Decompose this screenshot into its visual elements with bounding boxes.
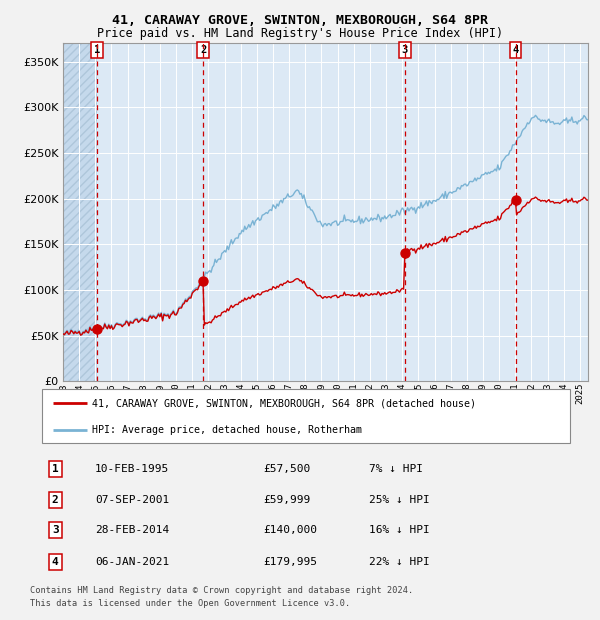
Bar <box>63 43 97 381</box>
Text: 2: 2 <box>52 495 59 505</box>
Text: Contains HM Land Registry data © Crown copyright and database right 2024.: Contains HM Land Registry data © Crown c… <box>30 587 413 595</box>
Text: 41, CARAWAY GROVE, SWINTON, MEXBOROUGH, S64 8PR (detached house): 41, CARAWAY GROVE, SWINTON, MEXBOROUGH, … <box>92 399 476 409</box>
Text: 4: 4 <box>52 557 59 567</box>
Text: Price paid vs. HM Land Registry's House Price Index (HPI): Price paid vs. HM Land Registry's House … <box>97 27 503 40</box>
Text: HPI: Average price, detached house, Rotherham: HPI: Average price, detached house, Roth… <box>92 425 362 435</box>
Text: 07-SEP-2001: 07-SEP-2001 <box>95 495 169 505</box>
Text: 3: 3 <box>401 45 408 55</box>
Text: £57,500: £57,500 <box>264 464 311 474</box>
Text: 22% ↓ HPI: 22% ↓ HPI <box>370 557 430 567</box>
Text: 16% ↓ HPI: 16% ↓ HPI <box>370 525 430 536</box>
Text: 1: 1 <box>52 464 59 474</box>
Text: 3: 3 <box>52 525 59 536</box>
Text: £59,999: £59,999 <box>264 495 311 505</box>
Text: £179,995: £179,995 <box>264 557 318 567</box>
Text: £140,000: £140,000 <box>264 525 318 536</box>
Text: 1: 1 <box>94 45 100 55</box>
Text: 10-FEB-1995: 10-FEB-1995 <box>95 464 169 474</box>
Text: 2: 2 <box>200 45 206 55</box>
Text: 4: 4 <box>512 45 519 55</box>
Text: 7% ↓ HPI: 7% ↓ HPI <box>370 464 424 474</box>
Text: 28-FEB-2014: 28-FEB-2014 <box>95 525 169 536</box>
Text: 41, CARAWAY GROVE, SWINTON, MEXBOROUGH, S64 8PR: 41, CARAWAY GROVE, SWINTON, MEXBOROUGH, … <box>112 14 488 27</box>
Text: 06-JAN-2021: 06-JAN-2021 <box>95 557 169 567</box>
Text: 25% ↓ HPI: 25% ↓ HPI <box>370 495 430 505</box>
Text: This data is licensed under the Open Government Licence v3.0.: This data is licensed under the Open Gov… <box>30 600 350 608</box>
